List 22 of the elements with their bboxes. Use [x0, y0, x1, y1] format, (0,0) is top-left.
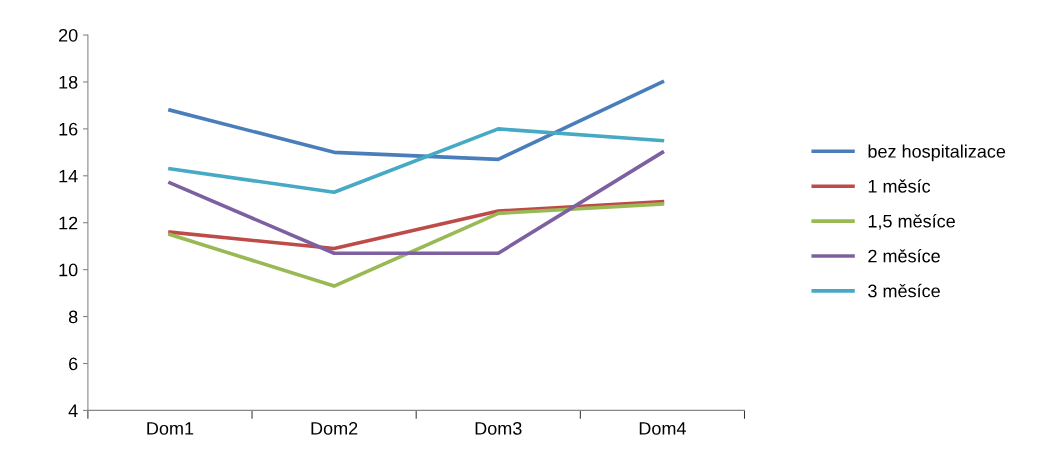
y-tick-label: 12: [59, 216, 78, 230]
y-tick-label: 14: [59, 169, 78, 183]
line-series: [168, 199, 665, 251]
line-series: [168, 80, 665, 162]
y-tick-label: 6: [69, 357, 78, 371]
x-tick-label: Dom4: [639, 422, 686, 435]
y-tick-label: 4: [68, 404, 78, 417]
legend-label: 2 měsíce: [868, 248, 940, 263]
line-series: [168, 127, 665, 195]
legend-label: 3 měsíce: [868, 283, 940, 298]
y-tick-label: 20: [59, 28, 78, 42]
y-tick-label: 16: [59, 122, 78, 136]
x-tick-label: Dom2: [311, 422, 358, 435]
x-tick-label: Dom3: [475, 422, 522, 435]
y-tick-label: 10: [59, 263, 78, 277]
legend-label: 1,5 měsíce: [868, 214, 955, 230]
y-tick-label: 18: [59, 75, 78, 89]
legend-label: bez hospitalizace: [868, 144, 1006, 162]
y-tick-label: 8: [68, 310, 78, 324]
x-tick-label: Dom1: [147, 422, 194, 435]
line-series: [168, 202, 665, 288]
legend-label: 1 měsíc: [868, 179, 931, 193]
